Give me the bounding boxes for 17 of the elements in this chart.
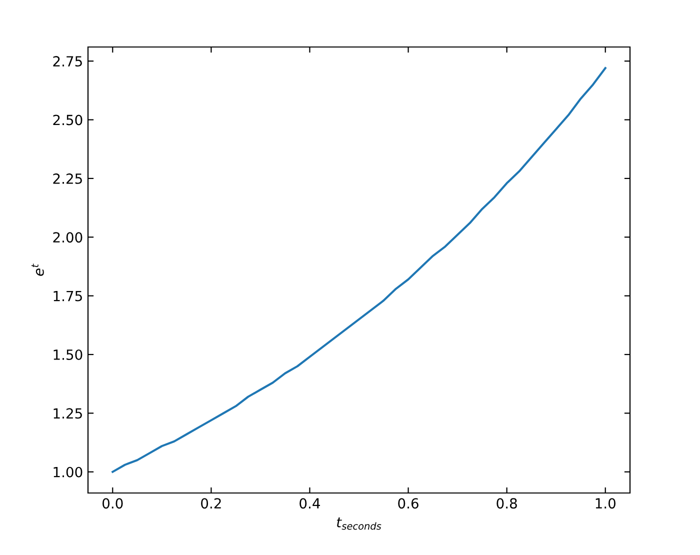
y-tick-label: 1.25 xyxy=(54,408,82,419)
x-tick-label: 0.0 xyxy=(102,498,123,509)
x-tick-label: 0.2 xyxy=(201,498,221,509)
y-tick-label: 1.00 xyxy=(54,466,82,478)
line-series xyxy=(112,67,606,473)
x-tick-label: 0.4 xyxy=(300,498,320,509)
y-tick-label: 2.00 xyxy=(53,232,82,243)
y-tick-label: 2.50 xyxy=(53,114,82,126)
x-tick-label: 1.0 xyxy=(596,498,616,509)
y-axis-title: e$^{t}$ xyxy=(32,264,44,276)
x-tick-label: 0.6 xyxy=(398,498,418,509)
x-axis-title: t$_{seconds}$ xyxy=(336,518,382,530)
x-tick-label: 0.8 xyxy=(496,498,517,509)
y-tick-label: 1.75 xyxy=(54,290,82,302)
y-tick-label: 2.75 xyxy=(53,56,82,67)
y-tick-label: 1.50 xyxy=(54,349,82,360)
y-tick-label: 2.25 xyxy=(53,173,82,184)
